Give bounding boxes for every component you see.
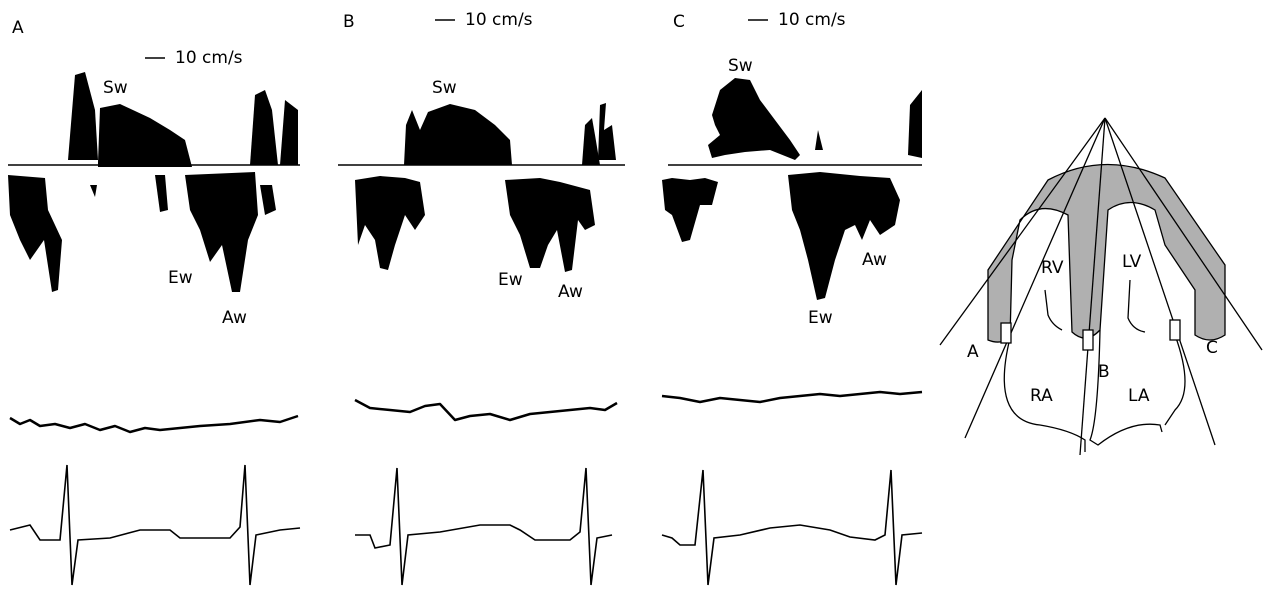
panel-label: C xyxy=(673,12,685,32)
panel-c: C 10 cm/s Sw Ew Aw xyxy=(661,10,923,586)
aw-label: Aw xyxy=(862,250,887,270)
aw-label: Aw xyxy=(222,308,247,328)
sw-label: Sw xyxy=(103,78,128,98)
sample-volume xyxy=(1169,319,1181,341)
rv-label: RV xyxy=(1041,258,1064,278)
sample-volume xyxy=(1082,329,1094,351)
panel-a: A 10 cm/s Sw Ew Aw xyxy=(8,18,301,586)
tissue-trace xyxy=(354,398,618,422)
a-label: A xyxy=(967,342,979,362)
tissue-trace xyxy=(9,414,299,434)
valves xyxy=(1044,279,1146,333)
sample-volume xyxy=(1000,322,1012,344)
doppler-signal xyxy=(355,103,616,272)
scale-label: 10 cm/s xyxy=(465,10,533,30)
scale-label: 10 cm/s xyxy=(175,48,243,68)
la-label: LA xyxy=(1128,386,1150,406)
panel-b: B 10 cm/s Sw Ew Aw xyxy=(338,10,625,586)
panel-label: A xyxy=(12,18,24,38)
ra-wall xyxy=(1003,337,1086,452)
sw-label: Sw xyxy=(728,56,753,76)
doppler-signal xyxy=(8,72,298,292)
ecg-trace xyxy=(9,464,301,586)
doppler-signal xyxy=(662,78,922,300)
myocardium xyxy=(987,163,1226,343)
la-wall xyxy=(1089,329,1186,446)
sw-label: Sw xyxy=(432,78,457,98)
ew-label: Ew xyxy=(498,270,523,290)
tissue-trace xyxy=(661,390,923,404)
ew-label: Ew xyxy=(808,308,833,328)
heart-diagram: RV LV RA LA A B C xyxy=(939,117,1263,456)
beam-lines xyxy=(939,117,1263,456)
lv-label: LV xyxy=(1122,252,1142,272)
aw-label: Aw xyxy=(558,282,583,302)
ecg-trace xyxy=(661,469,923,586)
c-label: C xyxy=(1206,338,1218,358)
ra-label: RA xyxy=(1030,386,1053,406)
scale-label: 10 cm/s xyxy=(778,10,846,30)
b-label: B xyxy=(1098,362,1110,382)
panel-label: B xyxy=(343,12,355,32)
ecg-trace xyxy=(355,467,613,586)
ew-label: Ew xyxy=(168,268,193,288)
